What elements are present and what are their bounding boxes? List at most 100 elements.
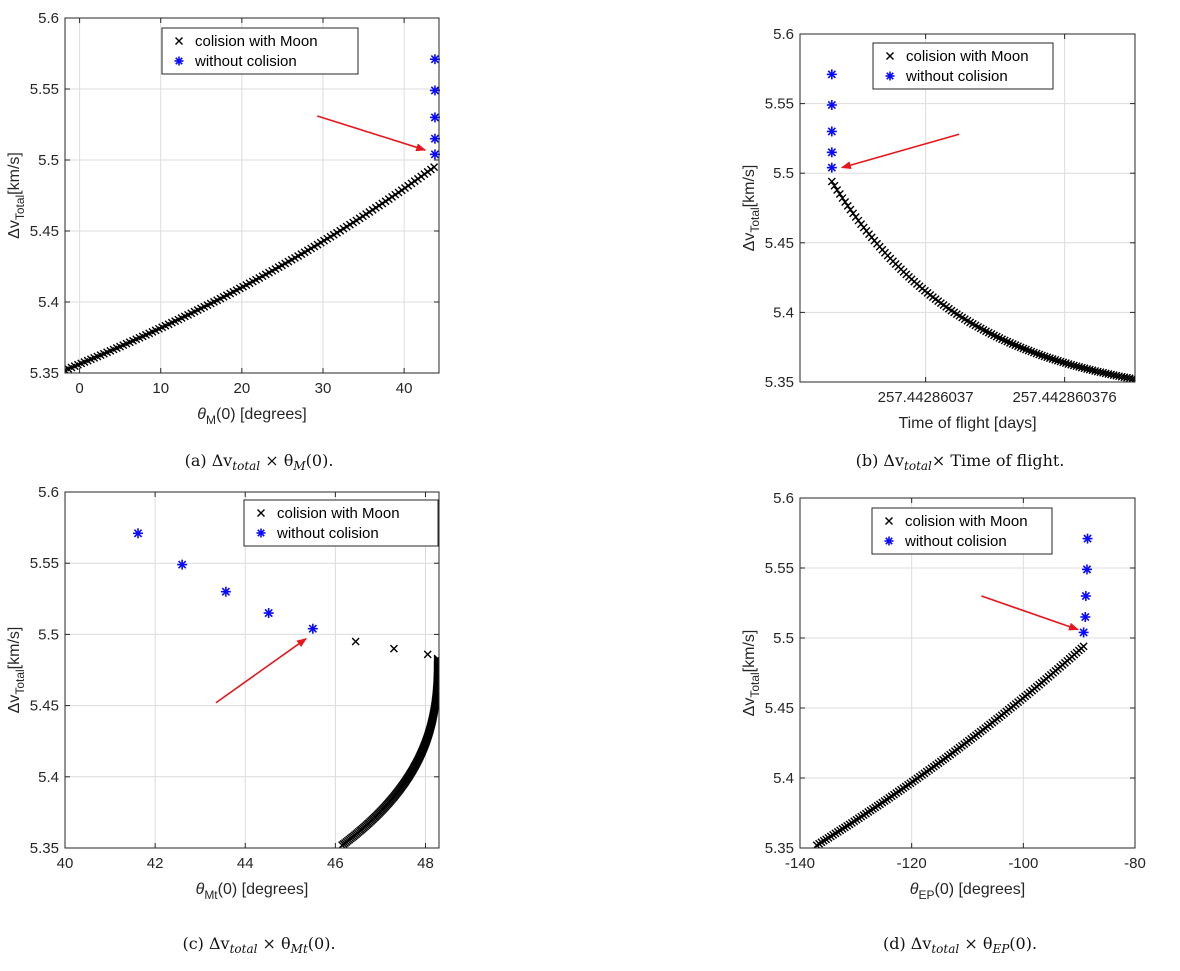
- series-colision-with-moon: [65, 163, 439, 373]
- legend-marker-colision: [886, 52, 894, 60]
- y-tick-label: 5.6: [38, 484, 59, 501]
- collision-point: [433, 654, 439, 663]
- chart-panel-a: 0 10 20 30 40 5.35 5.4 5.45 5.5 5.55 5.6 colision w…: [6, 10, 440, 473]
- legend-label-colision: colision with Moon: [905, 513, 1028, 530]
- plot-area: [65, 18, 439, 373]
- y-tick-label: 5.4: [773, 304, 794, 321]
- legend-marker-without: [884, 536, 894, 546]
- collision-point: [1048, 355, 1057, 364]
- red-arrow: [317, 115, 427, 152]
- legend-label-colision: colision with Moon: [195, 33, 318, 50]
- series-colision-with-moon: [827, 177, 1135, 382]
- y-tick-label: 5.55: [765, 560, 794, 577]
- collision-point: [833, 185, 842, 194]
- collision-point: [1037, 351, 1046, 360]
- collision-point: [841, 198, 850, 206]
- legend-label-without: without colision: [276, 525, 379, 542]
- series-without-colision: [826, 69, 837, 173]
- x-tick-label: 20: [234, 380, 251, 397]
- x-tick-label: -80: [1124, 855, 1146, 872]
- y-axis-label: ΔvTotal[km/s]: [741, 165, 762, 252]
- without-colision-point: [429, 133, 440, 144]
- x-axis-label: θEP(0) [degrees]: [910, 881, 1025, 902]
- y-tick-label: 5.5: [38, 626, 59, 643]
- legend: colision with Moon without colision: [161, 27, 359, 75]
- collision-point: [433, 656, 439, 665]
- y-tick-label: 5.6: [773, 490, 794, 507]
- collision-point: [1029, 348, 1038, 357]
- chart-panel-b: 257.44286037 257.4428603765.355.45.455.55…: [741, 26, 1136, 473]
- y-tick-label: 5.4: [773, 770, 794, 787]
- collision-point: [1027, 347, 1036, 356]
- series-colision-with-moon: [812, 642, 1088, 848]
- y-tick-label: 5.5: [773, 630, 794, 647]
- y-axis-label: ΔvTotal[km/s]: [6, 627, 27, 714]
- collision-point: [830, 181, 839, 190]
- axes-frame: [64, 17, 440, 374]
- x-tick-label: -140: [785, 855, 815, 872]
- y-tick-label: 5.55: [30, 555, 59, 572]
- legend-label-colision: colision with Moon: [906, 48, 1029, 65]
- legend-label-without: without colision: [904, 533, 1007, 550]
- without-colision-point: [826, 69, 837, 80]
- x-tick-label: 48: [417, 855, 434, 872]
- y-tick-label: 5.6: [38, 10, 59, 27]
- x-tick-label: 40: [396, 380, 413, 397]
- legend-marker-without: [174, 56, 184, 66]
- series-colision-with-moon: [338, 637, 439, 848]
- collision-point: [827, 177, 836, 186]
- legend-label-without: without colision: [194, 53, 297, 70]
- collision-point: [1051, 355, 1060, 364]
- legend: colision with Moon without colision: [243, 499, 439, 547]
- y-tick-label: 5.4: [38, 769, 59, 786]
- legend-label-colision: colision with Moon: [277, 505, 400, 522]
- y-tick-label: 5.5: [773, 165, 794, 182]
- without-colision-point: [1078, 627, 1089, 638]
- y-tick-label: 5.45: [30, 698, 59, 715]
- legend-marker-colision: [257, 509, 265, 517]
- y-tick-label: 5.45: [765, 235, 794, 252]
- legend-marker-colision: [175, 37, 183, 45]
- y-tick-label: 5.55: [765, 96, 794, 113]
- x-tick-label: 10: [152, 380, 169, 397]
- collision-point: [351, 637, 360, 646]
- red-arrow: [840, 133, 960, 170]
- without-colision-point: [263, 608, 274, 619]
- without-colision-point: [826, 147, 837, 158]
- chart-panel-c: 40 42 44 46 48 5.35 5.4 5.45 5.5 5.55 5.6 colision …: [6, 484, 440, 956]
- legend-box: [872, 42, 1054, 90]
- y-tick-label: 5.35: [765, 374, 794, 391]
- without-colision-point: [429, 54, 440, 65]
- x-axis-label: θM(0) [degrees]: [197, 406, 306, 427]
- red-arrow: [215, 638, 307, 704]
- plot-area: [65, 492, 439, 848]
- x-tick-label: 0: [75, 380, 83, 397]
- y-tick-label: 5.45: [30, 223, 59, 240]
- collision-point: [433, 657, 439, 666]
- collision-point: [835, 190, 844, 199]
- y-tick-label: 5.35: [765, 840, 794, 857]
- figure-caption: (a) Δvtotal × θM(0).: [185, 451, 334, 473]
- y-axis-label: ΔvTotal[km/s]: [741, 630, 762, 717]
- y-tick-label: 5.35: [30, 365, 59, 382]
- without-colision-point: [132, 528, 143, 539]
- axes-frame: [799, 33, 1136, 383]
- collision-point: [389, 644, 398, 653]
- without-colision-point: [826, 126, 837, 137]
- x-tick-label: 257.442860376: [1013, 389, 1117, 406]
- collision-point: [846, 205, 855, 214]
- without-colision-point: [220, 586, 231, 597]
- x-tick-label: 30: [315, 380, 332, 397]
- figure-caption: (b) Δvtotal× Time of flight.: [856, 451, 1065, 473]
- without-colision-point: [1081, 564, 1092, 575]
- y-tick-label: 5.6: [773, 26, 794, 43]
- y-tick-label: 5.4: [38, 294, 59, 311]
- x-tick-label: 44: [237, 855, 254, 872]
- series-without-colision: [429, 54, 440, 160]
- x-axis-label: θMt(0) [degrees]: [196, 881, 309, 902]
- series-without-colision: [132, 528, 318, 634]
- without-colision-point: [429, 112, 440, 123]
- without-colision-point: [1082, 533, 1093, 544]
- x-tick-label: 257.44286037: [878, 389, 974, 406]
